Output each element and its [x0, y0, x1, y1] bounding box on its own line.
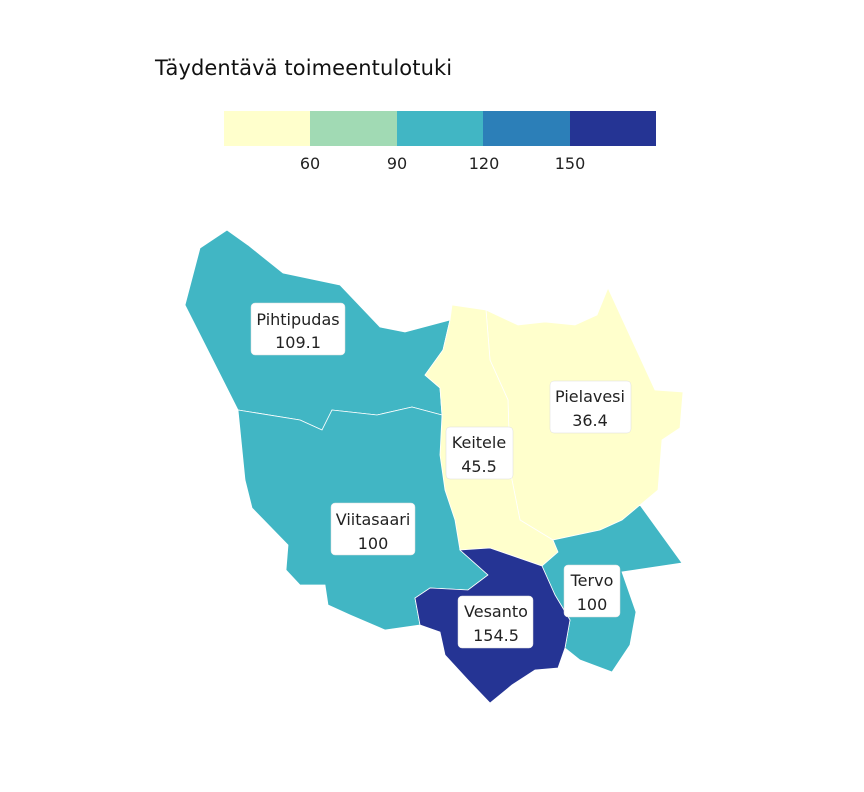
label-pielavesi: Pielavesi 36.4	[549, 380, 632, 434]
region-value: 36.4	[572, 411, 608, 430]
region-value: 45.5	[461, 457, 497, 476]
color-legend	[224, 111, 657, 146]
legend-tick: 120	[468, 154, 500, 173]
region-value: 100	[358, 534, 389, 553]
region-name: Pihtipudas	[256, 310, 339, 329]
legend-swatch-4	[483, 111, 570, 146]
region-name: Viitasaari	[336, 510, 411, 529]
label-tervo: Tervo 100	[563, 564, 621, 618]
legend-tick: 90	[386, 154, 408, 173]
label-keitele: Keitele 45.5	[445, 426, 514, 480]
label-viitasaari: Viitasaari 100	[330, 502, 416, 556]
region-name: Tervo	[570, 571, 614, 590]
label-pihtipudas: Pihtipudas 109.1	[250, 302, 346, 356]
region-value: 154.5	[473, 626, 519, 645]
label-vesanto: Vesanto 154.5	[457, 595, 534, 649]
legend-swatch-2	[310, 111, 397, 146]
region-value: 109.1	[275, 333, 321, 352]
legend-swatch-1	[224, 111, 311, 146]
legend-swatch-3	[396, 111, 484, 146]
map-title: Täydentävä toimeentulotuki	[155, 56, 453, 80]
region-value: 100	[577, 595, 608, 614]
legend-tick: 150	[554, 154, 586, 173]
region-name: Vesanto	[464, 602, 528, 621]
legend-tick: 60	[299, 154, 321, 173]
region-name: Keitele	[452, 433, 506, 452]
legend-swatch-5	[569, 111, 657, 146]
region-name: Pielavesi	[555, 387, 625, 406]
